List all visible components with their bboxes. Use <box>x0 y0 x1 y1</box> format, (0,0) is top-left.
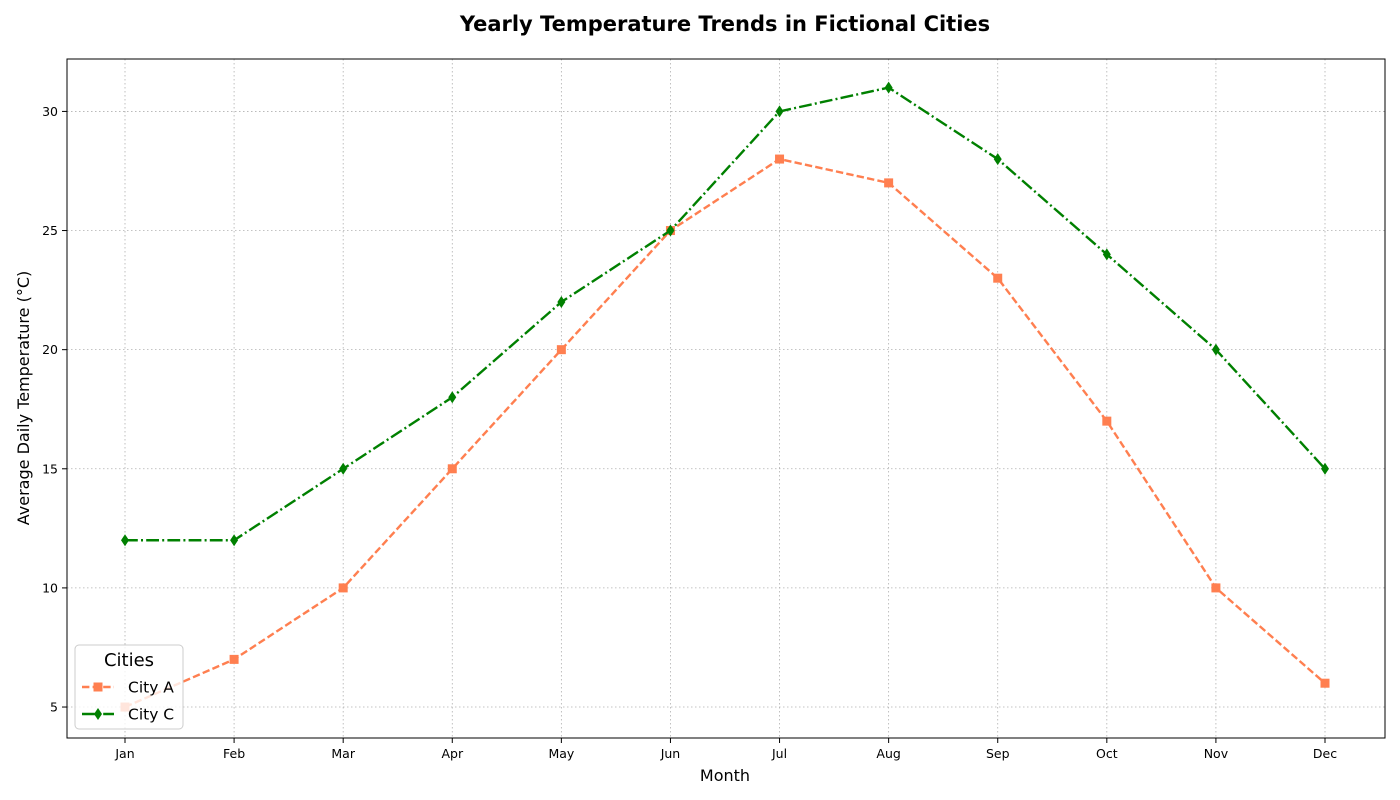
x-tick-label: Aug <box>876 746 900 761</box>
x-tick-label: May <box>548 746 574 761</box>
x-tick-label: Dec <box>1313 746 1337 761</box>
legend-box <box>74 644 184 730</box>
series-line-city-c <box>125 86 1326 542</box>
legend: Cities City A City C <box>74 644 184 730</box>
y-tick-label: 10 <box>42 580 58 595</box>
legend-swatch-marker <box>93 682 103 692</box>
x-tick-label: Feb <box>223 746 245 761</box>
data-point-city-c <box>1211 343 1220 356</box>
y-tick-label: 25 <box>42 223 58 238</box>
data-point-city-c <box>448 391 457 404</box>
data-point-city-a <box>556 345 566 355</box>
y-axis-label: Average Daily Temperature (°C) <box>14 271 33 525</box>
x-tick-label: Apr <box>441 746 463 761</box>
x-tick-label: Jan <box>114 746 134 761</box>
x-axis-ticks: Jan Feb Mar Apr May Jun Jul Aug Sep Oct Nov Dec <box>114 738 1337 761</box>
y-axis-ticks: 5 10 15 20 25 30 <box>42 104 67 715</box>
data-point-city-c <box>1102 248 1111 261</box>
data-point-city-a <box>338 583 348 593</box>
data-point-city-a <box>229 654 239 664</box>
x-tick-label: Nov <box>1204 746 1229 761</box>
data-point-city-c <box>1321 462 1329 475</box>
x-tick-label: Sep <box>986 746 1010 761</box>
plot-frame <box>66 58 1386 739</box>
series-line-city-a <box>124 157 1326 709</box>
data-point-city-c <box>884 81 893 94</box>
legend-label: City A <box>128 679 174 697</box>
data-point-city-c <box>557 296 566 309</box>
y-tick-label: 15 <box>42 461 58 476</box>
legend-label: City C <box>128 706 174 724</box>
data-point-city-c <box>993 153 1002 166</box>
legend-entry-city-a: City A <box>82 679 174 697</box>
data-point-city-a <box>884 178 894 188</box>
y-tick-label: 20 <box>42 342 58 357</box>
data-point-city-c <box>121 534 129 547</box>
grid-lines <box>67 59 1385 738</box>
y-tick-label: 30 <box>42 104 58 119</box>
data-point-city-c <box>666 224 675 237</box>
legend-entry-city-c: City C <box>82 706 174 724</box>
legend-swatch-marker <box>94 708 102 720</box>
data-point-city-a <box>1102 416 1112 426</box>
x-tick-label: Jun <box>660 746 681 761</box>
data-point-city-a <box>775 154 785 164</box>
x-tick-label: Mar <box>331 746 355 761</box>
data-point-city-c <box>230 534 239 547</box>
y-tick-label: 5 <box>50 700 58 715</box>
series-layer <box>120 81 1330 712</box>
x-tick-label: Jul <box>771 746 787 761</box>
series-city-c <box>121 81 1329 547</box>
legend-title: Cities <box>104 650 154 671</box>
data-point-city-a <box>447 464 457 474</box>
data-point-city-c <box>775 105 784 118</box>
series-city-a <box>120 154 1330 712</box>
x-tick-label: Oct <box>1096 746 1118 761</box>
x-axis-label: Month <box>700 766 750 785</box>
data-point-city-a <box>1320 678 1330 688</box>
data-point-city-c <box>339 462 348 475</box>
data-point-city-a <box>1211 583 1221 593</box>
chart-title: Yearly Temperature Trends in Fictional C… <box>459 12 990 36</box>
data-point-city-a <box>993 273 1003 283</box>
